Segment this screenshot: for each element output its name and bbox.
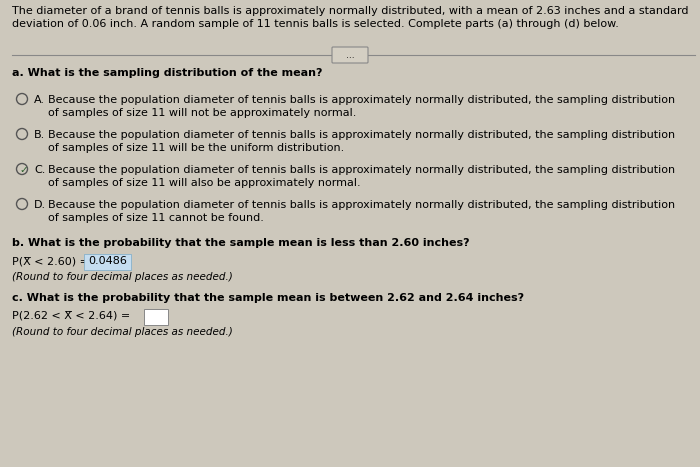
Text: B.: B. bbox=[34, 130, 46, 140]
Text: C.: C. bbox=[34, 165, 46, 175]
Text: a. What is the sampling distribution of the mean?: a. What is the sampling distribution of … bbox=[12, 68, 323, 78]
Text: ...: ... bbox=[346, 50, 354, 59]
FancyBboxPatch shape bbox=[84, 254, 131, 270]
Text: D.: D. bbox=[34, 200, 46, 210]
Text: Because the population diameter of tennis balls is approximately normally distri: Because the population diameter of tenni… bbox=[48, 200, 675, 210]
Text: deviation of 0.06 inch. A random sample of 11 tennis balls is selected. Complete: deviation of 0.06 inch. A random sample … bbox=[12, 19, 619, 29]
Text: c. What is the probability that the sample mean is between 2.62 and 2.64 inches?: c. What is the probability that the samp… bbox=[12, 293, 524, 303]
FancyBboxPatch shape bbox=[332, 47, 368, 63]
Text: The diameter of a brand of tennis balls is approximately normally distributed, w: The diameter of a brand of tennis balls … bbox=[12, 6, 689, 16]
Text: P(2.62 < X̅ < 2.64) =: P(2.62 < X̅ < 2.64) = bbox=[12, 311, 130, 321]
Text: of samples of size 11 will not be approximately normal.: of samples of size 11 will not be approx… bbox=[48, 108, 356, 118]
Text: (Round to four decimal places as needed.): (Round to four decimal places as needed.… bbox=[12, 327, 232, 337]
Text: ✓: ✓ bbox=[19, 165, 28, 175]
Text: Because the population diameter of tennis balls is approximately normally distri: Because the population diameter of tenni… bbox=[48, 165, 675, 175]
Text: of samples of size 11 cannot be found.: of samples of size 11 cannot be found. bbox=[48, 213, 264, 223]
Text: Because the population diameter of tennis balls is approximately normally distri: Because the population diameter of tenni… bbox=[48, 95, 675, 105]
FancyBboxPatch shape bbox=[144, 309, 168, 325]
Text: of samples of size 11 will be the uniform distribution.: of samples of size 11 will be the unifor… bbox=[48, 143, 344, 153]
Text: P(X̅ < 2.60) =: P(X̅ < 2.60) = bbox=[12, 256, 92, 266]
Text: (Round to four decimal places as needed.): (Round to four decimal places as needed.… bbox=[12, 272, 232, 282]
Text: 0.0486: 0.0486 bbox=[88, 256, 127, 267]
Text: of samples of size 11 will also be approximately normal.: of samples of size 11 will also be appro… bbox=[48, 178, 360, 188]
Text: A.: A. bbox=[34, 95, 45, 105]
Text: Because the population diameter of tennis balls is approximately normally distri: Because the population diameter of tenni… bbox=[48, 130, 675, 140]
Text: b. What is the probability that the sample mean is less than 2.60 inches?: b. What is the probability that the samp… bbox=[12, 238, 470, 248]
